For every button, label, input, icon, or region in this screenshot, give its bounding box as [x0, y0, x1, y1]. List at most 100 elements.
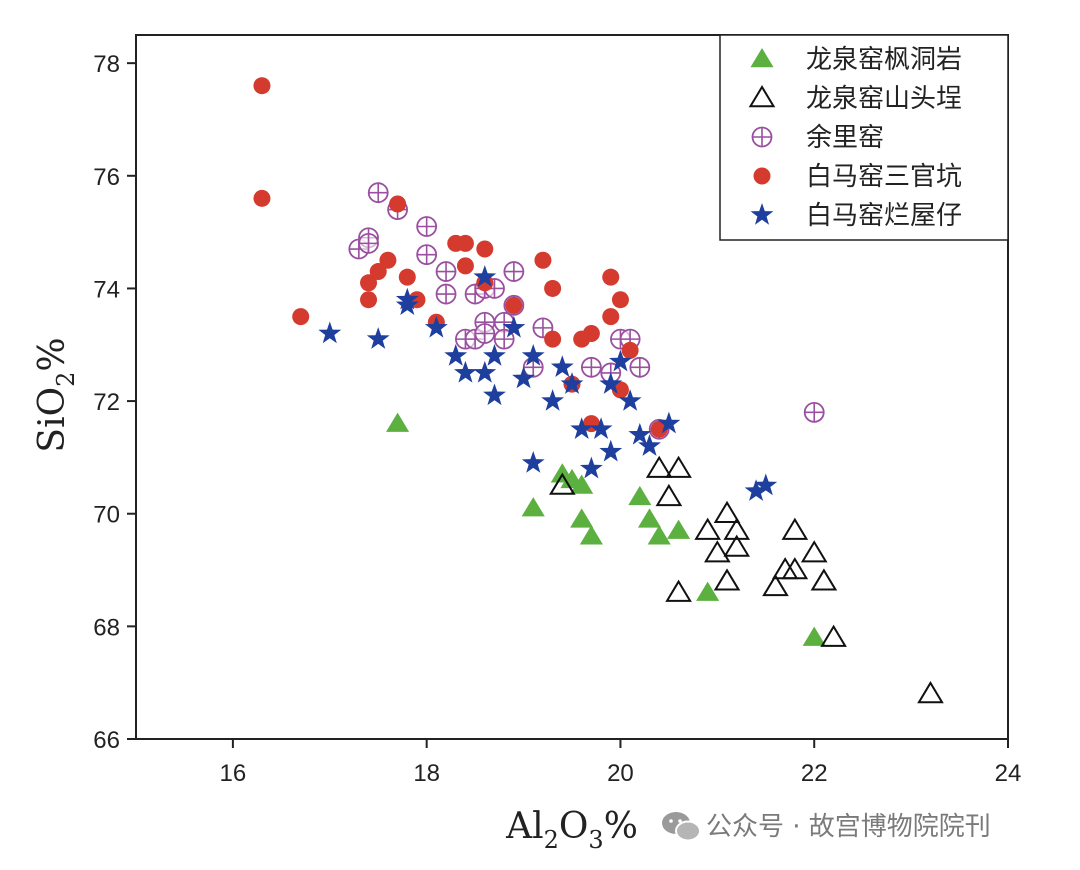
data-point [579, 456, 603, 479]
data-point [602, 308, 620, 326]
data-point [645, 455, 673, 478]
data-point [548, 472, 576, 495]
data-point [521, 451, 545, 473]
data-point [379, 251, 397, 269]
watermark-text: 公众号 · 故宫博物院院刊 [706, 812, 991, 842]
data-point [723, 517, 751, 540]
series-4 [318, 265, 778, 501]
legend-label: 余里窑 [806, 123, 884, 153]
data-point [628, 485, 652, 506]
data-point [810, 568, 838, 591]
data-point [638, 434, 661, 456]
data-point [781, 517, 809, 540]
data-point [629, 356, 651, 378]
series-0 [386, 412, 826, 646]
data-point [580, 356, 602, 378]
data-point [435, 261, 457, 282]
plot-frame [135, 34, 1009, 740]
data-point [435, 283, 457, 305]
data-point [611, 291, 629, 309]
data-point [358, 232, 379, 254]
data-point [454, 360, 477, 383]
y-tick-label: 72 [93, 389, 120, 416]
data-point [803, 401, 825, 423]
data-point [655, 483, 683, 507]
legend-item: 白马窑三官坑 [753, 162, 962, 192]
data-point [744, 479, 768, 501]
data-point [512, 366, 535, 389]
data-point [456, 234, 474, 252]
data-point [521, 344, 545, 366]
data-point [704, 540, 731, 563]
data-point [473, 265, 497, 287]
data-point [456, 257, 474, 275]
data-point [544, 330, 562, 348]
data-point [802, 626, 826, 646]
y-tick-label: 78 [93, 51, 120, 78]
legend-marker [753, 167, 771, 185]
data-point [762, 573, 789, 597]
data-point [579, 525, 603, 545]
x-tick-label: 16 [220, 760, 247, 787]
axis-ticks: 16 18 20 22 24 66 68 70 72 74 76 78 [93, 51, 1021, 787]
y-axis-label: SiO2% [32, 337, 80, 452]
data-point [570, 474, 594, 494]
data-point [386, 412, 410, 432]
x-tick-label: 18 [413, 760, 440, 787]
data-point [550, 355, 574, 377]
wechat-icon [662, 812, 701, 842]
data-point [820, 624, 847, 647]
data-point [599, 372, 623, 394]
data-point [360, 274, 378, 292]
data-point [618, 389, 642, 411]
x-tick-label: 22 [801, 760, 828, 787]
data-point [474, 323, 496, 344]
data-point [723, 534, 751, 557]
data-point [389, 195, 407, 213]
data-point [665, 455, 692, 478]
data-point [599, 439, 623, 462]
data-point [318, 321, 342, 344]
legend-item: 龙泉窑枫洞岩 [750, 45, 962, 75]
data-point [647, 525, 671, 545]
data-point [444, 344, 468, 366]
data-point [505, 296, 523, 314]
data-point [657, 411, 681, 434]
data-point [483, 383, 506, 406]
x-tick-label: 20 [607, 760, 634, 787]
legend-label: 龙泉窑枫洞岩 [806, 45, 962, 75]
x-axis-label: Al2O3% [505, 806, 638, 854]
legend-marker [750, 203, 774, 225]
y-tick-label: 68 [93, 614, 120, 641]
data-point [416, 216, 438, 237]
data-point [917, 681, 944, 704]
data-point [473, 360, 497, 383]
series-1 [548, 455, 944, 704]
data-point [541, 389, 565, 411]
data-point [713, 568, 741, 591]
watermark: 公众号 · 故宫博物院院刊 [662, 812, 991, 842]
legend-label: 龙泉窑山头埕 [806, 84, 962, 114]
legend-item: 白马窑烂屋仔 [750, 201, 962, 231]
data-point [582, 324, 600, 342]
data-point [609, 349, 632, 372]
data-point [667, 519, 691, 539]
data-point [602, 268, 620, 286]
data-point [560, 372, 584, 394]
data-point [493, 328, 515, 350]
data-point [611, 381, 629, 399]
data-points [253, 77, 944, 704]
x-tick-label: 24 [995, 760, 1022, 787]
data-point [360, 291, 378, 309]
data-point [366, 327, 390, 349]
data-point [570, 508, 594, 528]
legend-label: 白马窑烂屋仔 [806, 201, 962, 231]
legend-marker [748, 85, 776, 108]
data-point [253, 189, 271, 207]
data-point [534, 251, 552, 269]
data-point [395, 293, 419, 316]
data-point [544, 279, 562, 297]
data-point [621, 341, 639, 359]
